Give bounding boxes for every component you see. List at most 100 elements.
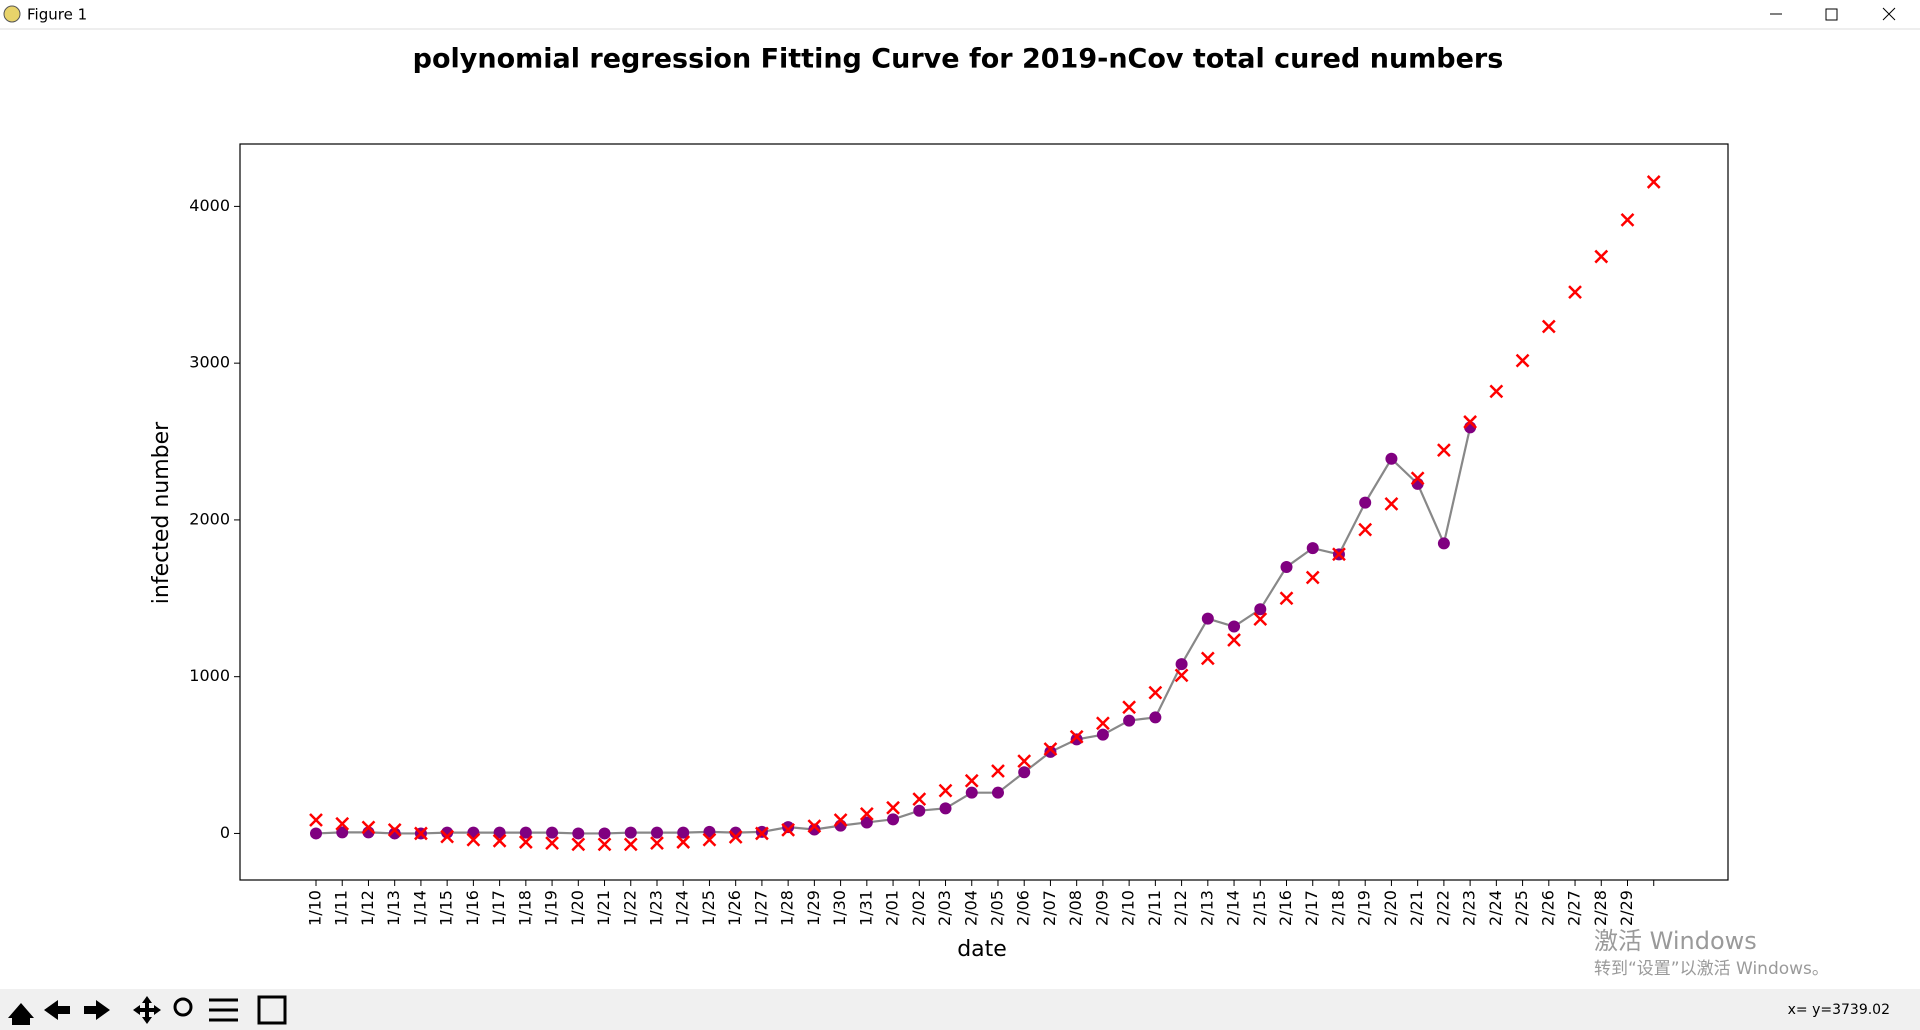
x-tick-label: 2/22 [1433, 890, 1452, 926]
marker [1463, 415, 1478, 429]
x-tick-label: 2/14 [1224, 890, 1243, 926]
marker [1437, 537, 1450, 550]
x-tick-label: 2/28 [1591, 890, 1610, 926]
marker [1149, 711, 1162, 724]
x-tick-label: 2/26 [1538, 890, 1557, 926]
marker [755, 826, 769, 841]
marker [361, 820, 376, 835]
x-axis-label: date [957, 937, 1007, 962]
marker [440, 829, 455, 844]
marker [676, 835, 691, 849]
marker [1280, 560, 1293, 573]
x-tick-label: 2/27 [1565, 890, 1584, 926]
marker [702, 832, 717, 847]
marker [1306, 542, 1319, 555]
x-tick-label: 1/27 [751, 890, 770, 926]
marker [387, 822, 402, 837]
x-tick-label: 1/10 [306, 890, 325, 926]
x-tick-label: 1/22 [620, 890, 639, 926]
marker [650, 836, 664, 851]
marker [492, 833, 507, 848]
restore-button[interactable] [1825, 8, 1838, 21]
marker [624, 826, 637, 839]
marker [1594, 249, 1609, 264]
app-icon [3, 5, 21, 23]
x-tick-label: 1/26 [725, 890, 744, 926]
close-button[interactable] [1882, 7, 1896, 21]
marker [388, 827, 401, 840]
chart-title: polynomial regression Fitting Curve for … [413, 44, 1504, 75]
x-tick-label: 1/19 [542, 890, 561, 926]
x-tick-label: 1/20 [568, 890, 587, 926]
marker [571, 837, 586, 852]
x-tick-label: 1/17 [489, 890, 508, 926]
marker [887, 813, 900, 826]
marker [938, 783, 953, 798]
x-tick-label: 1/30 [830, 890, 849, 926]
marker [519, 826, 532, 839]
marker [1175, 658, 1188, 671]
back-button[interactable] [44, 1000, 70, 1020]
marker [335, 816, 350, 831]
x-tick-label: 2/05 [987, 890, 1006, 926]
y-tick-label: 3000 [189, 353, 230, 372]
x-tick-label: 1/12 [358, 890, 377, 926]
marker [1646, 175, 1661, 189]
marker [833, 813, 848, 827]
zoom-button[interactable] [173, 997, 193, 1017]
x-tick-label: 2/16 [1276, 890, 1295, 926]
x-tick-label: 2/25 [1512, 890, 1531, 926]
marker [414, 826, 428, 841]
x-tick-label: 1/23 [646, 890, 665, 926]
marker [1148, 685, 1163, 700]
marker [1122, 700, 1137, 715]
x-tick-label: 1/21 [594, 890, 613, 926]
marker [441, 826, 454, 839]
marker [545, 836, 559, 851]
x-tick-label: 1/15 [437, 890, 456, 926]
marker [1200, 651, 1215, 666]
marker [1227, 633, 1241, 647]
x-tick-label: 2/24 [1486, 890, 1505, 926]
marker [493, 826, 506, 839]
marker [650, 826, 663, 839]
chart: polynomial regression Fitting Curve for … [149, 44, 1729, 962]
x-tick-label: 1/29 [804, 890, 823, 926]
x-tick-label: 2/12 [1171, 890, 1190, 926]
forward-button[interactable] [84, 1000, 110, 1020]
x-tick-label: 2/06 [1014, 890, 1033, 926]
marker [466, 832, 481, 847]
marker [991, 764, 1005, 778]
x-tick-label: 2/09 [1092, 890, 1111, 926]
pan-button[interactable] [133, 996, 161, 1024]
x-tick-label: 2/15 [1250, 890, 1269, 926]
marker [912, 792, 927, 806]
marker [1044, 745, 1057, 758]
marker [1384, 497, 1399, 511]
marker [1437, 443, 1451, 458]
home-button[interactable] [8, 1003, 34, 1025]
status-text: x= y=3739.02 [1788, 1002, 1890, 1018]
marker [1070, 733, 1083, 746]
marker [781, 822, 796, 837]
line [315, 427, 1472, 835]
x-tick-label: 2/20 [1381, 890, 1400, 926]
x-tick-label: 2/19 [1355, 890, 1374, 926]
marker [623, 837, 638, 852]
configure-button[interactable] [209, 998, 238, 1022]
marker [597, 837, 612, 852]
save-button[interactable] [257, 995, 287, 1025]
x-tick-label: 2/10 [1119, 890, 1138, 926]
plot-frame [239, 143, 1729, 881]
marker [807, 819, 822, 833]
x-tick-label: 2/07 [1040, 890, 1059, 926]
x-tick-label: 2/17 [1302, 890, 1321, 926]
marker [728, 830, 743, 844]
marker [1332, 547, 1346, 562]
marker [1043, 742, 1058, 756]
marker [1541, 319, 1556, 334]
y-tick-label: 4000 [189, 196, 230, 215]
x-tick-label: 2/08 [1066, 890, 1085, 926]
marker [518, 835, 533, 849]
